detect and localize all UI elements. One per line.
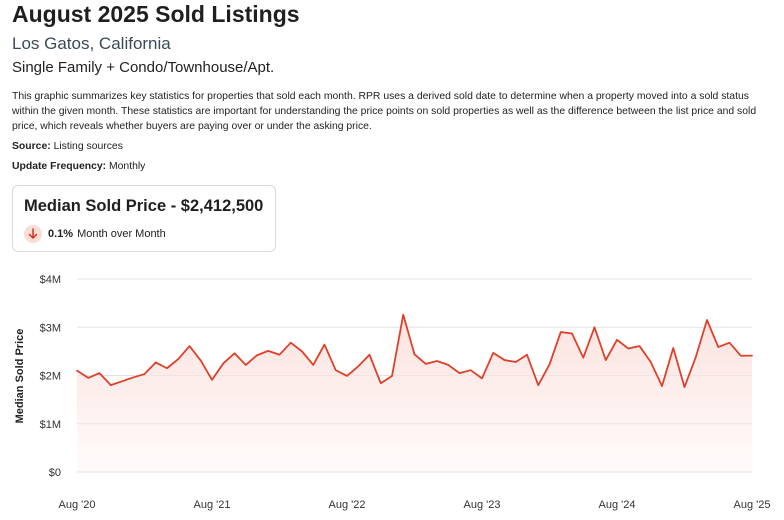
arrow-down-icon <box>24 225 42 243</box>
data-point <box>661 385 663 387</box>
data-point <box>380 382 382 384</box>
data-point <box>121 380 123 382</box>
data-point <box>245 364 247 366</box>
data-point <box>706 319 708 321</box>
data-point <box>234 352 236 354</box>
data-point <box>436 360 438 362</box>
data-point <box>369 354 371 356</box>
data-point <box>211 379 213 381</box>
y-tick-label: $1M <box>40 419 61 431</box>
data-point <box>200 360 202 362</box>
data-point <box>425 363 427 365</box>
data-point <box>515 361 517 363</box>
x-tick-label: Aug '22 <box>329 499 366 511</box>
data-point <box>87 377 89 379</box>
x-tick-label: Aug '24 <box>599 499 636 511</box>
data-point <box>751 355 753 357</box>
data-point <box>391 375 393 377</box>
data-point <box>132 376 134 378</box>
data-point <box>729 342 731 344</box>
data-point <box>481 377 483 379</box>
y-axis-title: Median Sold Price <box>14 329 26 424</box>
data-point <box>144 373 146 375</box>
data-point <box>504 359 506 361</box>
data-point <box>279 354 281 356</box>
data-point <box>605 359 607 361</box>
data-point <box>639 345 641 347</box>
chart-area <box>76 313 753 472</box>
data-point <box>402 314 404 316</box>
data-point <box>110 384 112 386</box>
median-sold-price-card: Median Sold Price - $2,412,500 0.1% Mont… <box>12 185 276 252</box>
data-point <box>312 364 314 366</box>
data-point <box>459 372 461 374</box>
data-point <box>560 331 562 333</box>
data-point <box>447 364 449 366</box>
data-point <box>492 352 494 354</box>
data-point <box>740 355 742 357</box>
kpi-change-label: Month over Month <box>77 228 166 240</box>
location-subtitle: Los Gatos, California <box>12 34 171 53</box>
data-point <box>256 354 258 356</box>
data-point <box>290 342 292 344</box>
data-point <box>414 353 416 355</box>
frequency-value: Monthly <box>109 161 146 172</box>
median-sold-price-chart: $0 $1M $2M $3M $4M Aug '20 Aug '21 Aug '22 Aug '… <box>14 274 771 511</box>
property-type-label: Single Family + Condo/Townhouse/Apt. <box>12 59 275 76</box>
series-area-fill <box>77 314 752 472</box>
data-point <box>470 369 472 371</box>
data-point <box>594 326 596 328</box>
kpi-change-row: 0.1% Month over Month <box>24 224 166 244</box>
chart-axes: $0 $1M $2M $3M $4M Aug '20 Aug '21 Aug '22 Aug '… <box>40 274 771 511</box>
description-text: This graphic summarizes key statistics f… <box>12 91 757 132</box>
x-tick-label: Aug '23 <box>464 499 501 511</box>
source-label: Source: <box>12 141 51 152</box>
y-tick-label: $2M <box>40 371 61 383</box>
update-frequency-line: Update Frequency: Monthly <box>12 161 145 172</box>
kpi-title: Median Sold Price - $2,412,500 <box>24 197 264 215</box>
source-value: Listing sources <box>53 141 123 152</box>
data-point <box>222 362 224 364</box>
page-title: August 2025 Sold Listings <box>12 1 300 27</box>
data-point <box>582 357 584 359</box>
data-point <box>571 333 573 335</box>
data-point <box>76 370 78 372</box>
data-point <box>717 346 719 348</box>
source-line: Source: Listing sources <box>12 141 123 152</box>
data-point <box>335 369 337 371</box>
data-point <box>301 350 303 352</box>
data-point <box>695 356 697 358</box>
data-point <box>526 354 528 356</box>
y-tick-label: $3M <box>40 322 61 334</box>
data-point <box>324 344 326 346</box>
data-point <box>346 375 348 377</box>
data-point <box>627 347 629 349</box>
x-tick-label: Aug '21 <box>194 499 231 511</box>
y-tick-label: $0 <box>49 467 61 479</box>
data-point <box>177 358 179 360</box>
data-point <box>99 372 101 374</box>
data-point <box>684 386 686 388</box>
x-tick-label: Aug '25 <box>734 499 771 511</box>
series-line <box>76 313 753 388</box>
data-point <box>189 345 191 347</box>
data-point <box>267 350 269 352</box>
kpi-change-value: 0.1% <box>48 228 74 240</box>
data-point <box>357 365 359 367</box>
data-point <box>672 347 674 349</box>
data-point <box>549 363 551 365</box>
data-point <box>537 384 539 386</box>
data-point <box>166 367 168 369</box>
data-point <box>616 339 618 341</box>
y-tick-label: $4M <box>40 274 61 286</box>
frequency-label: Update Frequency: <box>12 161 107 172</box>
data-point <box>155 361 157 363</box>
data-point <box>650 361 652 363</box>
x-tick-label: Aug '20 <box>59 499 96 511</box>
